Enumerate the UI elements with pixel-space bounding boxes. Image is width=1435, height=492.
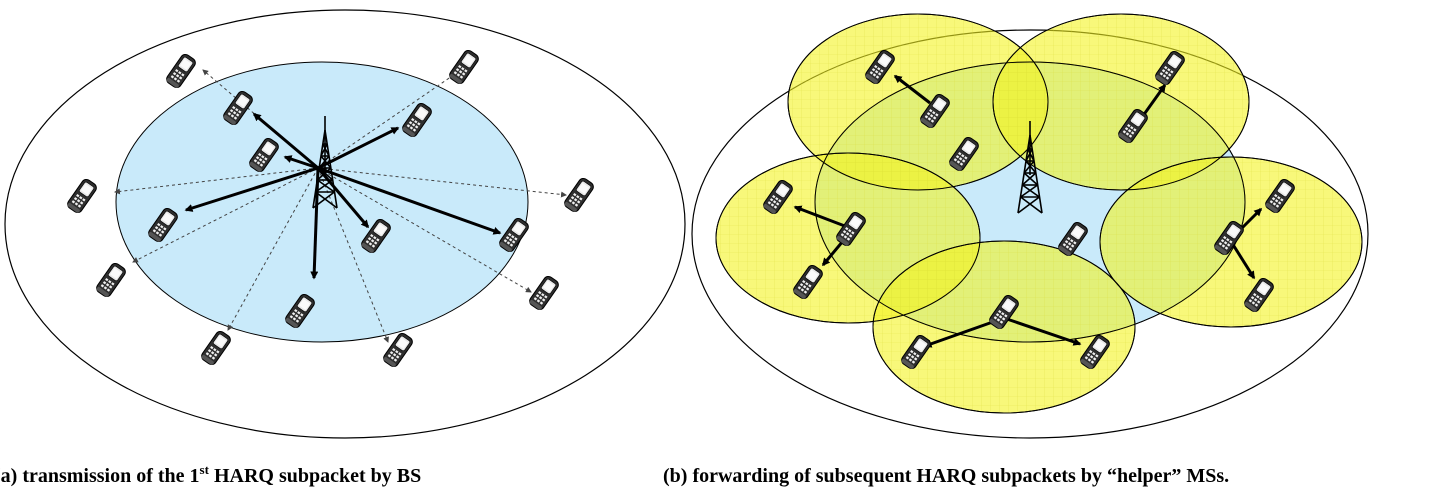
panel-b: [691, 13, 1369, 439]
bold-arrows-a: [184, 112, 502, 280]
caption-a-superscript: st: [199, 462, 209, 477]
caption-a-prefix: (a) transmission of the 1: [0, 465, 200, 487]
caption-b: (b) forwarding of subsequent HARQ subpac…: [663, 465, 1230, 487]
caption-a: (a) transmission of the 1st HARQ subpack…: [0, 462, 422, 488]
panel-a: [4, 9, 686, 439]
caption-a-suffix: HARQ subpacket by BS: [208, 465, 422, 487]
